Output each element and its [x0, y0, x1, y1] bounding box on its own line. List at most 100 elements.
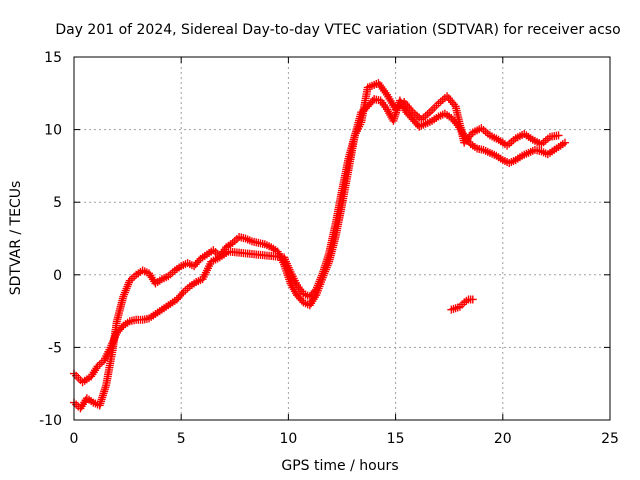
y-tick-label: 10	[44, 123, 62, 139]
data-series	[70, 95, 569, 413]
data-point-fill	[185, 260, 196, 270]
data-point-fill	[160, 273, 171, 283]
data-point-fill	[250, 237, 261, 247]
data-point-fill	[294, 292, 306, 305]
y-tick-label: 5	[53, 195, 62, 211]
data-point-fill	[423, 117, 434, 127]
data-point	[554, 131, 563, 140]
data-point-fill	[403, 109, 416, 122]
data-point-fill	[198, 251, 209, 262]
data-point-fill	[80, 373, 94, 385]
data-point-fill	[443, 111, 454, 121]
data-point-fill	[101, 345, 114, 363]
data-point-fill	[520, 149, 531, 159]
data-point-fill	[301, 290, 312, 300]
x-axis-title: GPS time / hours	[281, 458, 398, 474]
data-point-fill	[338, 156, 353, 193]
data-point-fill	[375, 81, 390, 97]
x-tick-label: 25	[601, 431, 619, 447]
plot-frame	[73, 56, 611, 421]
data-point-fill	[378, 98, 390, 112]
data-point-fill	[281, 255, 294, 274]
x-tick-label: 10	[279, 431, 297, 447]
data-point-fill	[357, 85, 372, 125]
data-point-fill	[307, 293, 319, 308]
data-series	[70, 79, 563, 387]
data-point-fill	[513, 131, 527, 142]
data-point-fill	[428, 101, 441, 114]
data-point-fill	[496, 137, 509, 149]
data-point-fill	[372, 95, 383, 105]
x-tick-label: 15	[387, 431, 405, 447]
y-tick-label: -5	[48, 340, 62, 356]
data-point-fill	[500, 157, 512, 167]
data-point-fill	[102, 348, 117, 387]
data-point-fill	[507, 157, 518, 167]
data-point-fill	[205, 247, 216, 258]
data-series	[447, 295, 477, 314]
data-point-fill	[461, 130, 476, 145]
data-point-fill	[494, 153, 505, 163]
data-point-fill	[287, 270, 300, 287]
data-point-fill	[120, 278, 133, 299]
data-points	[70, 79, 569, 413]
data-point-fill	[95, 358, 106, 369]
data-point-fill	[436, 110, 447, 120]
data-point-fill	[226, 247, 286, 262]
data-point	[468, 295, 477, 304]
data-point-fill	[224, 240, 235, 250]
data-point-fill	[552, 143, 563, 153]
data-point-fill	[436, 94, 449, 106]
data-point-fill	[401, 100, 416, 115]
data-point-fill	[470, 125, 484, 136]
data-point-fill	[444, 94, 458, 109]
data-point-fill	[237, 233, 248, 243]
data-point-fill	[140, 314, 151, 324]
data-point-fill	[481, 146, 492, 156]
data-point-fill	[147, 296, 179, 321]
data-point-fill	[307, 287, 319, 299]
grid-lines	[74, 57, 610, 420]
data-point-fill	[468, 141, 479, 152]
data-point-fill	[365, 80, 381, 91]
data-point-fill	[174, 290, 186, 302]
data-point-fill	[72, 371, 85, 385]
data-point-fill	[545, 147, 557, 157]
data-point-fill	[488, 132, 501, 143]
data-point-fill	[127, 272, 139, 283]
axis-ticks: 0 5 10 15 20 25 -10 -5 0 5 10 15	[39, 50, 619, 447]
data-point-fill	[287, 281, 300, 298]
data-point-fill	[410, 109, 424, 122]
x-tick-label: 20	[494, 431, 512, 447]
data-point-fill	[172, 263, 184, 273]
data-point-fill	[187, 279, 199, 289]
x-tick-label: 0	[70, 431, 79, 447]
data-point-fill	[365, 96, 377, 109]
data-point-fill	[452, 104, 468, 145]
data-point-fill	[243, 235, 254, 245]
data-point-fill	[513, 153, 524, 163]
data-point-fill	[530, 136, 544, 148]
data-point-fill	[539, 134, 552, 147]
data-point-fill	[72, 400, 83, 411]
data-point-fill	[194, 276, 205, 286]
data-point-fill	[256, 239, 267, 248]
data-point-fill	[331, 188, 346, 226]
data-point-fill	[262, 241, 274, 251]
data-point-fill	[127, 316, 139, 325]
data-point-fill	[417, 120, 428, 130]
data-point-fill	[419, 109, 432, 122]
data-point-fill	[475, 144, 486, 154]
data-point-fill	[107, 330, 120, 350]
data-point-fill	[113, 294, 127, 324]
data-point-fill	[134, 315, 145, 324]
data-point-fill	[88, 364, 101, 379]
y-tick-label: -10	[39, 413, 62, 429]
data-point-fill	[479, 125, 492, 138]
data-point-fill	[153, 276, 164, 287]
data-point-fill	[526, 146, 537, 156]
data-point-fill	[166, 268, 177, 279]
data-point-fill	[181, 284, 192, 295]
data-point-fill	[351, 120, 365, 138]
data-point-fill	[211, 248, 222, 258]
